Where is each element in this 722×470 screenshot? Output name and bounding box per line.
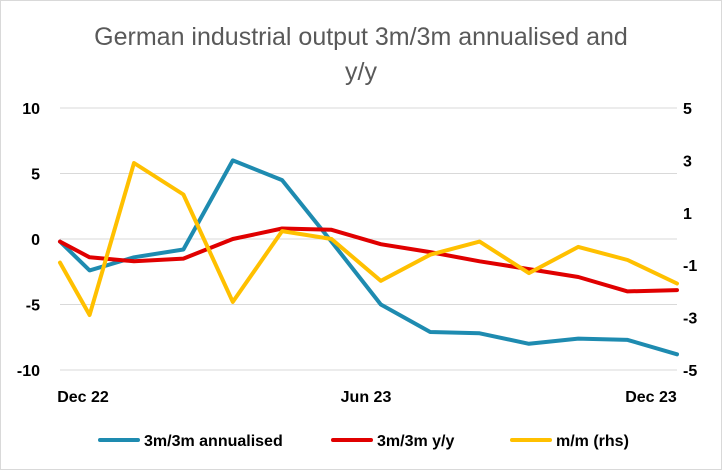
- chart-title-line-1: German industrial output 3m/3m annualise…: [94, 23, 628, 51]
- right-tick-label: -5: [683, 363, 697, 380]
- right-tick-label: -1: [683, 258, 697, 275]
- legend-label: m/m (rhs): [556, 433, 629, 450]
- legend: 3m/3m annualised 3m/3m y/y m/m (rhs): [98, 433, 629, 450]
- left-tick-label: 0: [31, 232, 40, 249]
- left-tick-label: 10: [22, 101, 40, 118]
- left-tick-label: -5: [26, 298, 40, 315]
- series-line-2: [58, 226, 679, 294]
- right-tick-label: 5: [683, 101, 692, 118]
- right-axis-ticks: 5 3 1 -1 -3 -5: [683, 101, 697, 380]
- x-tick-label: Jun 23: [341, 389, 392, 406]
- x-tick-label: Dec 23: [625, 389, 677, 406]
- legend-label: 3m/3m annualised: [144, 433, 283, 450]
- chart-title-line-2: y/y: [345, 58, 377, 86]
- series-line-3: [58, 161, 679, 317]
- series-line-1: [58, 158, 679, 357]
- right-tick-label: 3: [683, 153, 692, 170]
- x-axis-ticks: Dec 22 Jun 23 Dec 23: [57, 389, 677, 406]
- right-tick-label: 1: [683, 206, 692, 223]
- series-lines: [58, 158, 679, 357]
- legend-label: 3m/3m y/y: [377, 433, 454, 450]
- x-tick-label: Dec 22: [57, 389, 109, 406]
- right-tick-label: -3: [683, 311, 697, 328]
- left-tick-label: 5: [31, 167, 40, 184]
- gridlines: [60, 107, 677, 371]
- left-tick-label: -10: [17, 363, 40, 380]
- left-axis-ticks: 10 5 0 -5 -10: [17, 101, 40, 380]
